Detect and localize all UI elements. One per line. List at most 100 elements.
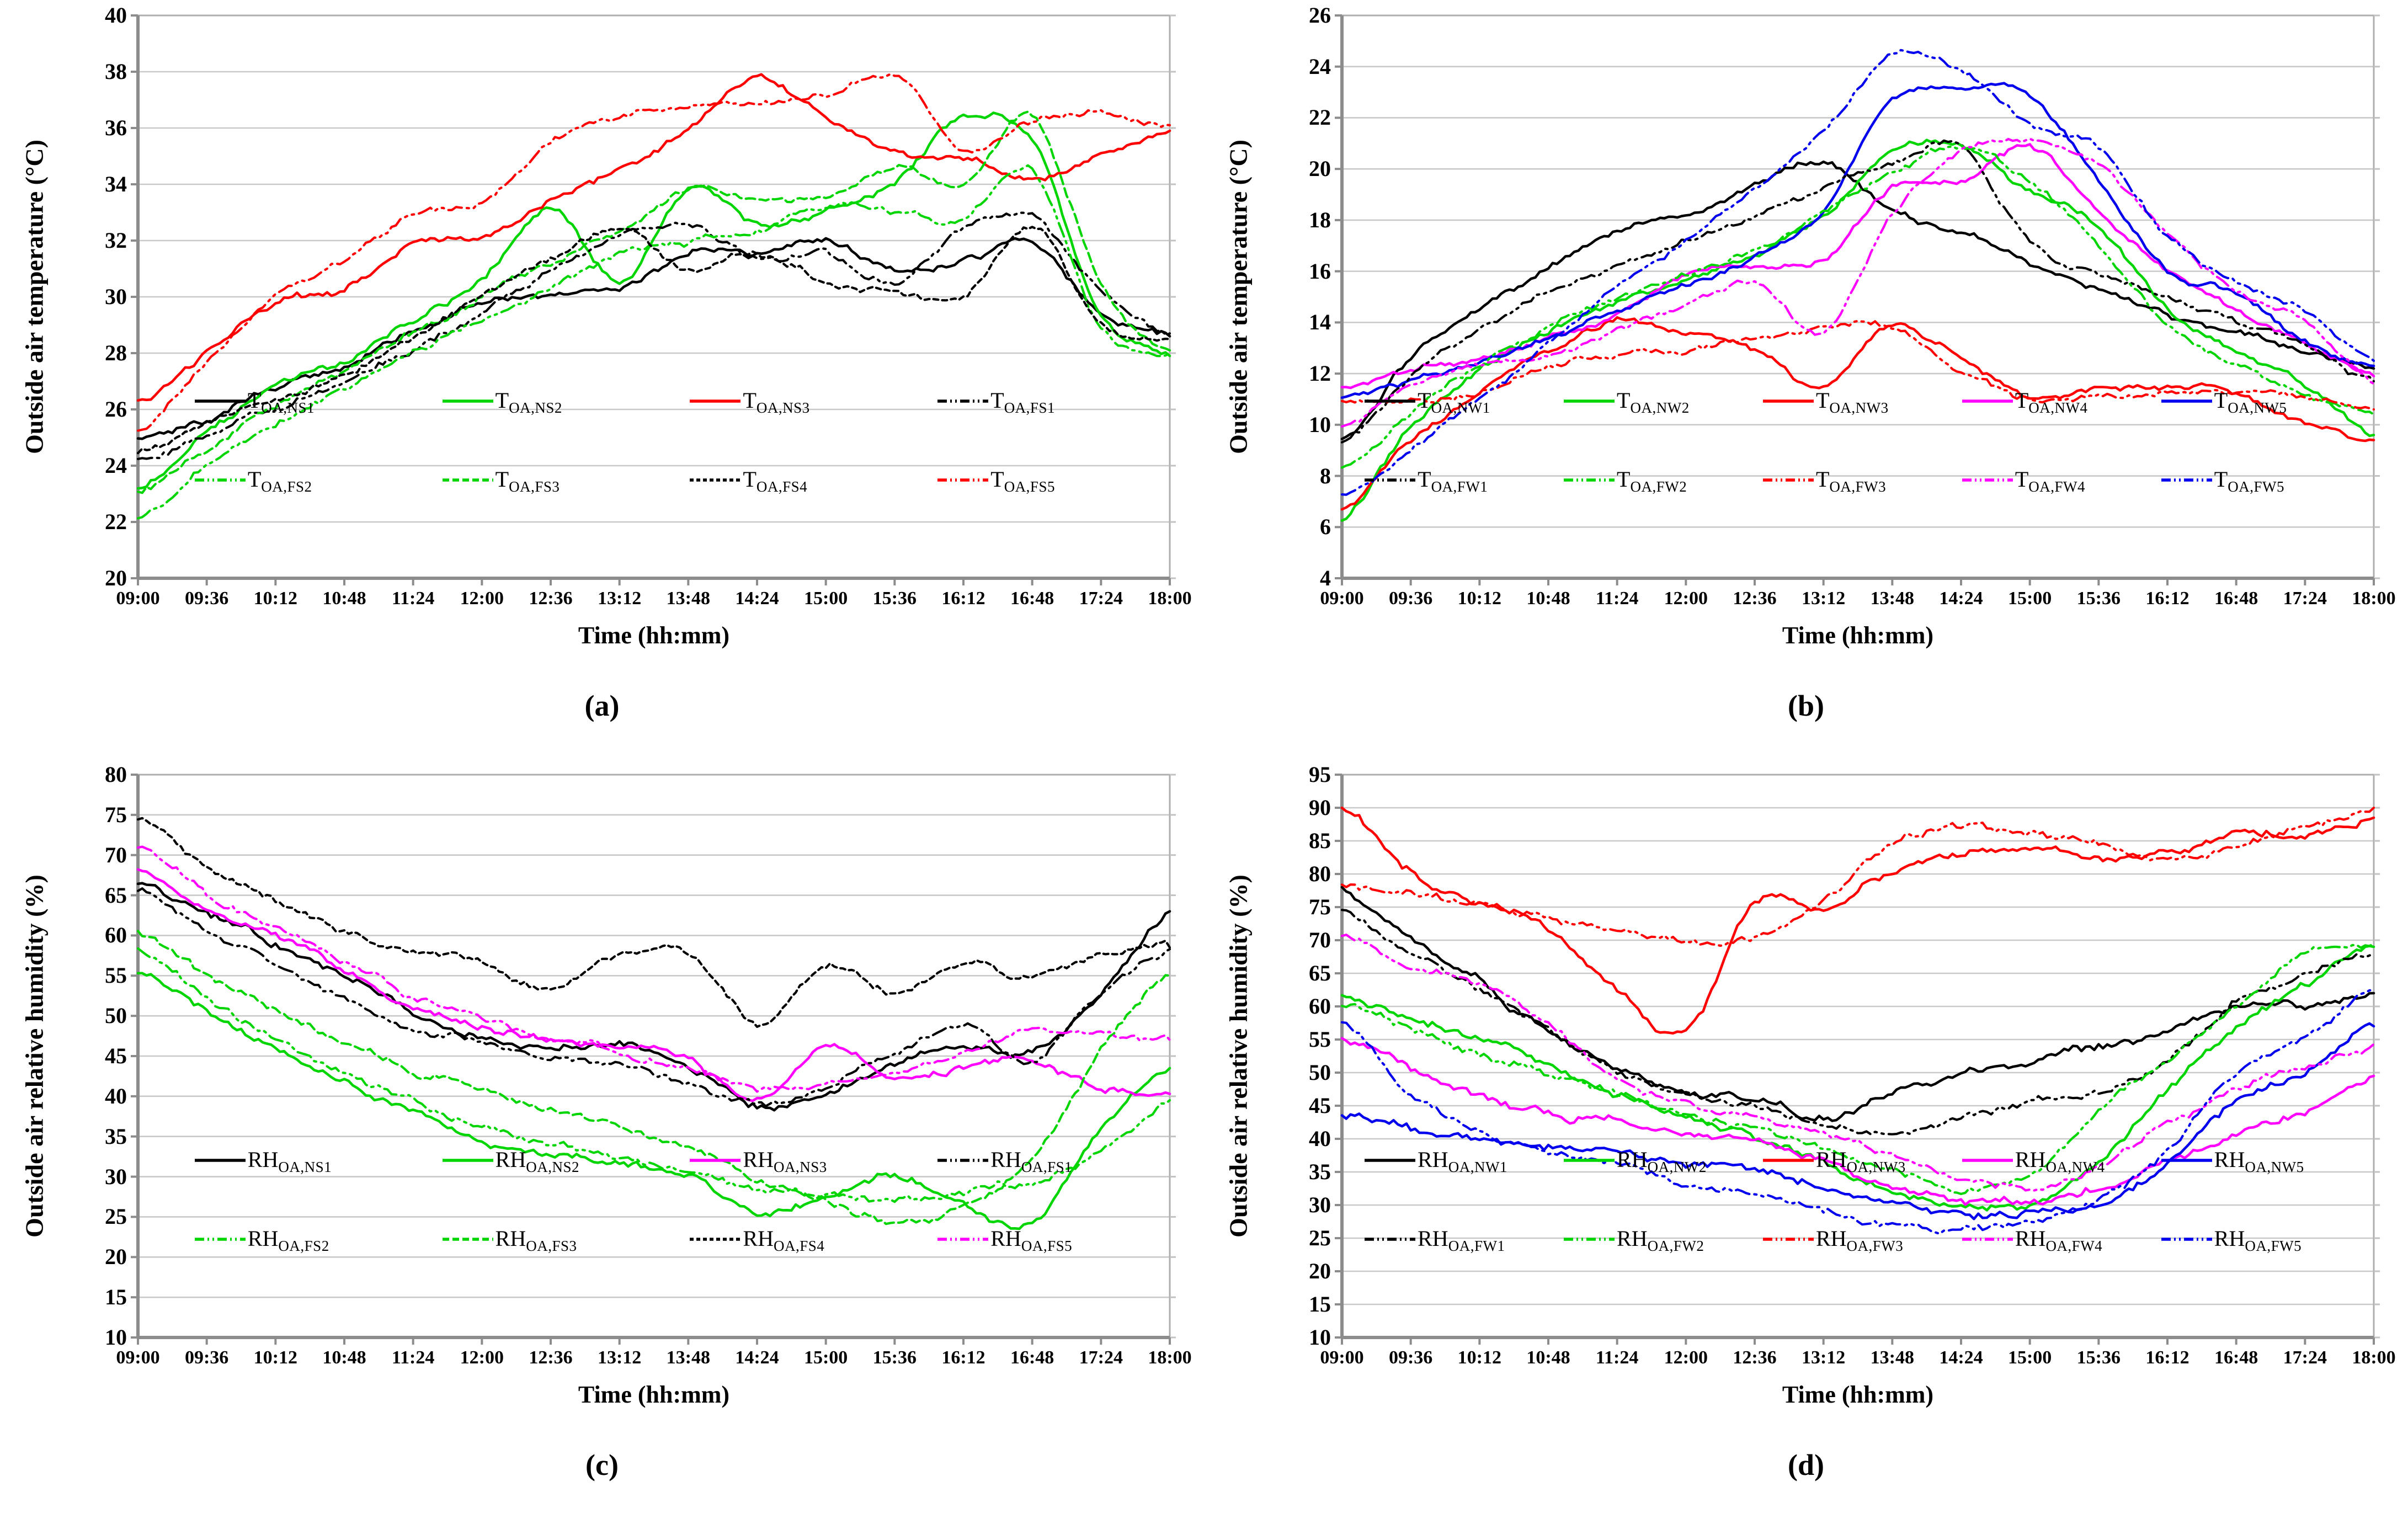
x-tick-label: 11:24 bbox=[1595, 1347, 1639, 1368]
legend-line-sample bbox=[194, 1222, 246, 1248]
plot-area: TOA,NS1 TOA,NS2 TOA,NS3 TOA,FS1 TOA,FS2 TOA,F… bbox=[131, 14, 1176, 585]
series-line-T_OA_NW5 bbox=[1340, 82, 2375, 399]
legend-line-sample bbox=[1365, 1143, 1416, 1169]
y-tick-label: 45 bbox=[1309, 1093, 1331, 1118]
legend-label-subscript: OA,FW5 bbox=[2245, 1237, 2302, 1254]
legend-entry-T_OA_NS1: TOA,NS1 bbox=[194, 384, 315, 417]
series-line-T_OA_NS1 bbox=[136, 237, 1171, 440]
legend-line-sample bbox=[442, 1143, 493, 1169]
legend-label-main: T bbox=[743, 388, 757, 413]
y-tick-label: 34 bbox=[105, 172, 127, 196]
series-line-RH_OA_NS1 bbox=[136, 882, 1171, 1112]
legend-line-sample bbox=[1564, 1222, 1615, 1248]
y-tick-label: 10 bbox=[1309, 1325, 1331, 1350]
legend-line-sample bbox=[442, 384, 493, 410]
legend-label-main: RH bbox=[2015, 1147, 2046, 1172]
legend-line-sample bbox=[194, 384, 246, 410]
chart-svg-b bbox=[1335, 14, 2380, 585]
y-tick-label: 50 bbox=[105, 1003, 127, 1028]
legend-line-sample bbox=[1962, 1143, 2013, 1169]
x-axis-title: Time (hh:mm) bbox=[1782, 1381, 1934, 1408]
legend-line-sample bbox=[1762, 1143, 1814, 1169]
legend-line-sample bbox=[690, 463, 741, 489]
legend-entry-T_OA_NW5: TOA,NW5 bbox=[2161, 384, 2287, 417]
legend-label-subscript: OA,FW4 bbox=[2045, 1237, 2103, 1254]
y-tick-label: 36 bbox=[105, 115, 127, 140]
legend-label-main: T bbox=[2015, 388, 2029, 413]
x-tick-label: 17:24 bbox=[1079, 588, 1123, 609]
legend-label-subscript: OA,NS1 bbox=[261, 399, 315, 417]
x-tick-label: 10:48 bbox=[322, 1347, 366, 1368]
x-tick-label: 18:00 bbox=[1148, 588, 1192, 609]
series-line-RH_OA_FS1 bbox=[136, 887, 1171, 1107]
legend-label-main: RH bbox=[743, 1225, 774, 1251]
legend-label-subscript: OA,NW1 bbox=[1431, 399, 1490, 417]
legend-entry-T_OA_FW1: TOA,FW1 bbox=[1365, 463, 1488, 495]
x-tick-label: 12:36 bbox=[1733, 588, 1777, 609]
legend-line-sample bbox=[1762, 384, 1814, 410]
legend-label-subscript: OA,FS3 bbox=[509, 478, 560, 495]
legend-label-subscript: OA,FS5 bbox=[1021, 1237, 1073, 1254]
legend-entry-RH_OA_FS3: RHOA,FS3 bbox=[442, 1222, 577, 1255]
legend-label-subscript: OA,FS1 bbox=[1021, 1159, 1073, 1176]
legend-label-subscript: OA,FS2 bbox=[261, 478, 312, 495]
legend-line-sample bbox=[442, 463, 493, 489]
x-tick-label: 15:00 bbox=[803, 588, 848, 609]
x-tick-label: 09:00 bbox=[116, 588, 160, 609]
panel-b-temperature-chart: Outside air temperature (°C) TOA,NW1 TOA,… bbox=[1204, 0, 2408, 759]
y-tick-label: 12 bbox=[1309, 361, 1331, 386]
legend-label-subscript: OA,NW3 bbox=[1846, 1159, 1906, 1176]
legend-entry-RH_OA_FW3: RHOA,FW3 bbox=[1762, 1222, 1904, 1255]
legend-entry-T_OA_FW3: TOA,FW3 bbox=[1762, 463, 1886, 495]
legend-label-subscript: OA,FS5 bbox=[1004, 478, 1055, 495]
series-line-T_OA_NW2 bbox=[1340, 138, 2375, 522]
legend-entry-RH_OA_FS1: RHOA,FS1 bbox=[937, 1143, 1072, 1176]
x-tick-label: 18:00 bbox=[2352, 588, 2396, 609]
series-line-T_OA_FS1 bbox=[136, 211, 1171, 460]
legend-label-subscript: OA,FS4 bbox=[774, 1237, 825, 1254]
legend-entry-T_OA_NW3: TOA,NW3 bbox=[1762, 384, 1889, 417]
x-tick-label: 12:00 bbox=[1664, 588, 1708, 609]
x-tick-label: 18:00 bbox=[2352, 1347, 2396, 1368]
legend-entry-T_OA_NS2: TOA,NS2 bbox=[442, 384, 562, 417]
legend-entry-RH_OA_FW2: RHOA,FW2 bbox=[1564, 1222, 1704, 1255]
series-line-T_OA_NS3 bbox=[136, 73, 1171, 402]
legend-label-subscript: OA,NW4 bbox=[2028, 399, 2088, 417]
x-tick-label: 12:00 bbox=[1664, 1347, 1708, 1368]
x-tick-label: 16:48 bbox=[2214, 1347, 2258, 1368]
legend-line-sample bbox=[2161, 384, 2212, 410]
legend-label-main: T bbox=[1815, 466, 1830, 492]
legend-label-main: RH bbox=[1617, 1225, 1648, 1251]
legend-label-main: T bbox=[1617, 466, 1631, 492]
legend-label-subscript: OA,NW5 bbox=[2245, 1159, 2304, 1176]
x-axis-title: Time (hh:mm) bbox=[578, 1381, 730, 1408]
legend-label-main: T bbox=[990, 466, 1004, 492]
y-tick-label: 60 bbox=[1309, 994, 1331, 1019]
legend-label-main: RH bbox=[247, 1225, 279, 1251]
x-tick-label: 10:48 bbox=[1526, 1347, 1570, 1368]
x-tick-label: 18:00 bbox=[1148, 1347, 1192, 1368]
legend-label-subscript: OA,NS3 bbox=[774, 1159, 827, 1176]
legend-label-main: T bbox=[247, 466, 262, 492]
y-tick-label: 22 bbox=[105, 509, 127, 534]
panel-caption: (c) bbox=[585, 1448, 619, 1481]
y-tick-label: 20 bbox=[1309, 156, 1331, 182]
legend-label-main: RH bbox=[495, 1147, 526, 1172]
legend-label-main: RH bbox=[990, 1147, 1021, 1172]
y-tick-label: 15 bbox=[105, 1285, 127, 1310]
y-tick-label: 26 bbox=[1309, 3, 1331, 28]
series-line-RH_OA_NS2 bbox=[136, 972, 1171, 1230]
legend-label-main: T bbox=[2015, 466, 2029, 492]
y-tick-label: 25 bbox=[105, 1204, 127, 1229]
legend-entry-T_OA_FW4: TOA,FW4 bbox=[1962, 463, 2085, 495]
legend-label-subscript: OA,FW3 bbox=[1846, 1237, 1904, 1254]
x-tick-label: 12:36 bbox=[529, 1347, 573, 1368]
x-tick-label: 16:12 bbox=[2145, 588, 2189, 609]
x-tick-label: 09:36 bbox=[1388, 1347, 1433, 1368]
x-tick-label: 14:24 bbox=[1939, 1347, 1983, 1368]
legend-label-main: RH bbox=[743, 1147, 774, 1172]
legend-entry-T_OA_NW1: TOA,NW1 bbox=[1365, 384, 1490, 417]
plot-area: RHOA,NS1 RHOA,NS2 RHOA,NS3 RHOA,FS1 RHOA,FS2… bbox=[131, 774, 1176, 1345]
series-line-RH_OA_FW3 bbox=[1340, 806, 2375, 947]
y-tick-label: 30 bbox=[105, 1164, 127, 1189]
